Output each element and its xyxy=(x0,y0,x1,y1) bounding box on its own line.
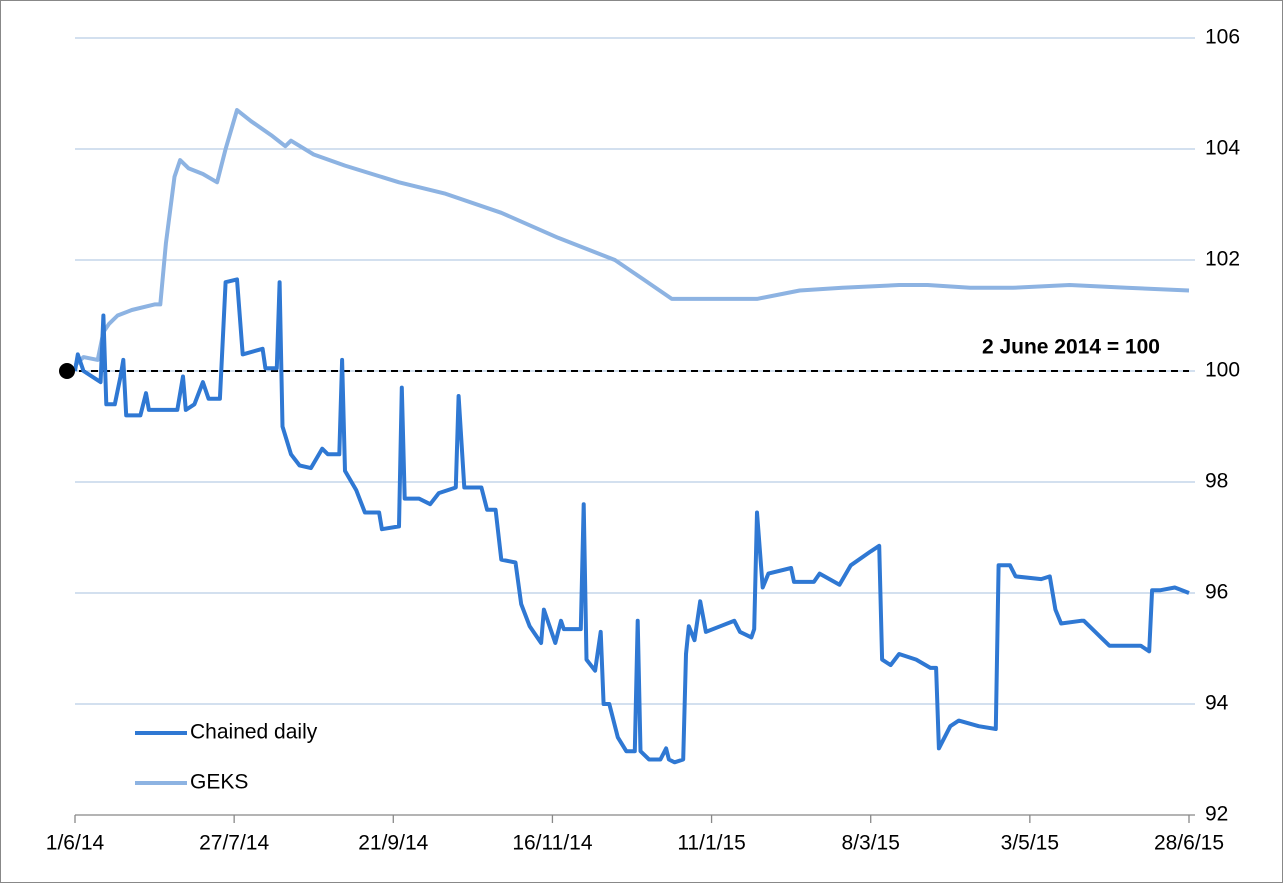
x-tick-label: 27/7/14 xyxy=(199,832,269,855)
reference-label: 2 June 2014 = 100 xyxy=(982,336,1160,359)
legend-label: Chained daily xyxy=(190,721,318,744)
data-line xyxy=(73,108,1190,367)
x-tick-label: 11/1/15 xyxy=(677,832,746,855)
x-tick-label: 1/6/14 xyxy=(46,832,105,855)
y-tick-label: 96 xyxy=(1205,581,1228,604)
x-tick-label: 3/5/15 xyxy=(1001,832,1059,855)
x-tick-label: 28/6/15 xyxy=(1154,832,1224,855)
y-tick-label: 106 xyxy=(1205,26,1240,49)
y-tick-label: 100 xyxy=(1205,359,1240,382)
y-tick-label: 102 xyxy=(1205,248,1240,271)
y-tick-label: 104 xyxy=(1205,137,1240,160)
x-tick-label: 16/11/14 xyxy=(512,832,593,855)
data-line xyxy=(73,277,1190,765)
reference-point xyxy=(59,363,75,379)
legend-label: GEKS xyxy=(190,771,248,794)
x-tick-label: 8/3/15 xyxy=(842,832,900,855)
y-tick-label: 98 xyxy=(1205,470,1228,493)
y-tick-label: 92 xyxy=(1205,803,1228,826)
y-tick-label: 94 xyxy=(1205,692,1229,715)
x-tick-label: 21/9/14 xyxy=(358,832,428,855)
